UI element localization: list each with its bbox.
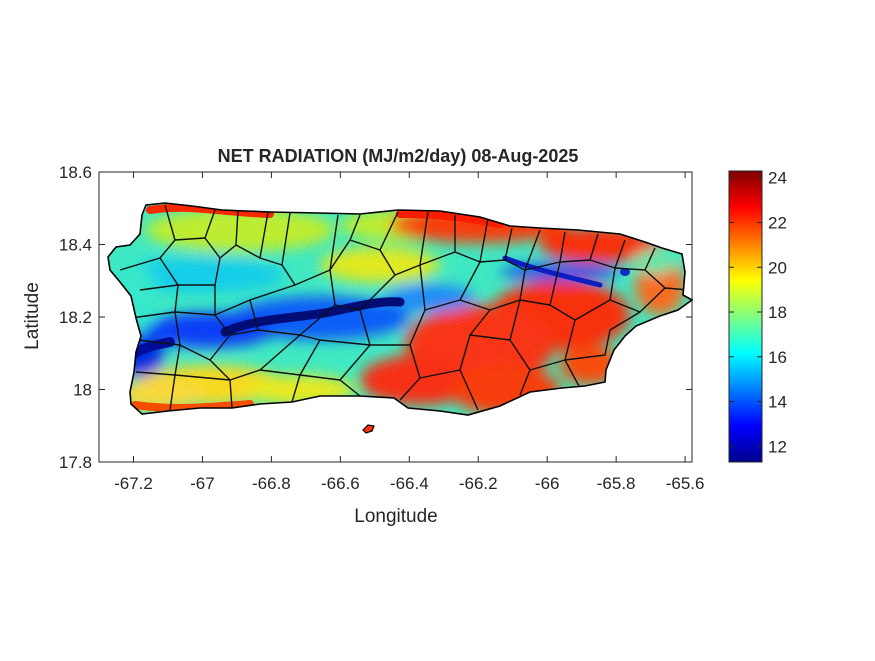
y-tick-label: 18.6 (59, 163, 92, 182)
y-tick-label: 18.4 (59, 236, 92, 255)
x-tick-label: -66.4 (390, 474, 429, 493)
x-tick-label: -66.6 (321, 474, 360, 493)
x-tick-label: -66 (535, 474, 560, 493)
x-tick-label: -67.2 (114, 474, 153, 493)
colorbar-tick-label: 18 (768, 303, 787, 322)
x-tick-label: -67 (190, 474, 215, 493)
y-tick-label: 18.2 (59, 308, 92, 327)
x-tick-label: -66.2 (459, 474, 498, 493)
colorbar-tick-label: 20 (768, 258, 787, 277)
x-axis-label: Longitude (354, 506, 437, 527)
x-axis: -67.2 -67 -66.8 -66.6 -66.4 -66.2 -66 -65.8 -65.… (114, 172, 704, 493)
y-tick-label: 17.8 (59, 453, 92, 472)
y-axis-label: Latitude (22, 282, 43, 350)
colorbar-tick-label: 16 (768, 348, 787, 367)
island-outline (107, 202, 694, 416)
x-tick-label: -66.8 (252, 474, 291, 493)
x-tick-label: -65.6 (666, 474, 705, 493)
colorbar-tick-label: 24 (768, 169, 787, 188)
x-tick-label: -65.8 (597, 474, 636, 493)
chart-title: NET RADIATION (MJ/m2/day) 08-Aug-2025 (218, 146, 579, 166)
colorbar-ticks: 12 14 16 18 20 22 24 (729, 169, 787, 456)
y-tick-label: 18 (73, 381, 92, 400)
y-axis: 17.8 18 18.2 18.4 18.6 (59, 163, 692, 472)
colorbar-tick-label: 12 (768, 437, 787, 456)
caja-de-muertos-island (362, 424, 375, 434)
colorbar-tick-label: 22 (768, 213, 787, 232)
colorbar-tick-label: 14 (768, 393, 787, 412)
colorbar (728, 170, 763, 463)
municipal-boundaries (119, 204, 691, 411)
